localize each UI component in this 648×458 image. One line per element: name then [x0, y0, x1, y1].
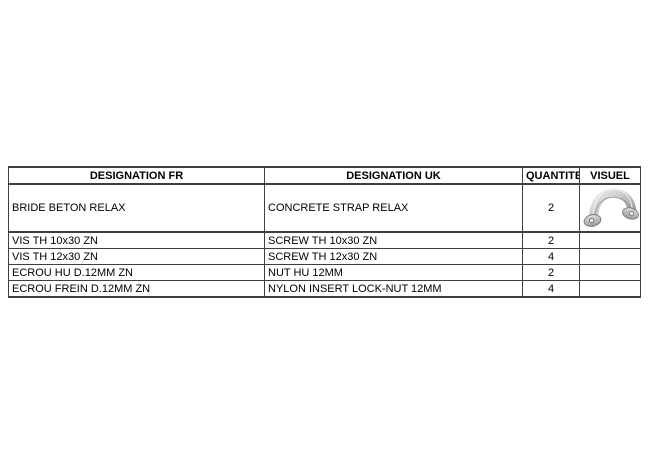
cell-designation-fr: ECROU HU D.12MM ZN [8, 264, 265, 281]
table-row: BRIDE BETON RELAX CONCRETE STRAP RELAX 2 [8, 183, 641, 233]
table-row: VIS TH 10x30 ZN SCREW TH 10x30 ZN 2 [8, 231, 641, 249]
cell-visuel-empty [579, 248, 641, 265]
cell-designation-fr: ECROU FREIN D.12MM ZN [8, 280, 265, 298]
cell-designation-uk: CONCRETE STRAP RELAX [264, 183, 523, 233]
cell-quantite: 2 [522, 264, 580, 281]
cell-quantite: 4 [522, 248, 580, 265]
cell-designation-fr: VIS TH 10x30 ZN [8, 231, 265, 249]
table-row: VIS TH 12x30 ZN SCREW TH 12x30 ZN 4 [8, 248, 641, 265]
cell-visuel-empty [579, 264, 641, 281]
cell-designation-uk: SCREW TH 10x30 ZN [264, 231, 523, 249]
column-header-designation-uk: DESIGNATION UK [264, 166, 523, 185]
cell-quantite: 4 [522, 280, 580, 298]
cell-designation-uk: NYLON INSERT LOCK-NUT 12MM [264, 280, 523, 298]
column-header-visuel: VISUEL [579, 166, 641, 185]
cell-designation-fr: BRIDE BETON RELAX [8, 183, 265, 233]
cell-designation-uk: SCREW TH 12x30 ZN [264, 248, 523, 265]
cell-quantite: 2 [522, 183, 580, 233]
column-header-designation-fr: DESIGNATION FR [8, 166, 265, 185]
cell-quantite: 2 [522, 231, 580, 249]
cell-designation-fr: VIS TH 12x30 ZN [8, 248, 265, 265]
header-row: DESIGNATION FR DESIGNATION UK QUANTITE V… [8, 166, 641, 185]
pipe-strap-clamp-icon [583, 186, 639, 228]
cell-visuel [579, 183, 641, 233]
table-row: ECROU HU D.12MM ZN NUT HU 12MM 2 [8, 264, 641, 281]
cell-visuel-empty [579, 280, 641, 298]
cell-visuel-empty [579, 231, 641, 249]
cell-designation-uk: NUT HU 12MM [264, 264, 523, 281]
table-row: ECROU FREIN D.12MM ZN NYLON INSERT LOCK-… [8, 280, 641, 298]
parts-table: DESIGNATION FR DESIGNATION UK QUANTITE V… [8, 166, 641, 298]
column-header-quantite: QUANTITE [522, 166, 580, 185]
